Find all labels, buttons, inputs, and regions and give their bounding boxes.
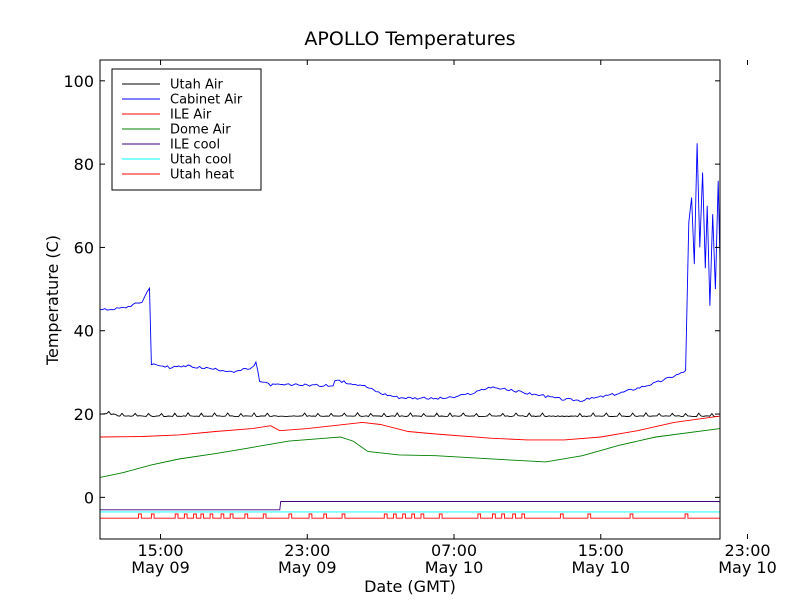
legend-label: Utah cool [170, 153, 232, 168]
legend-label: Dome Air [170, 123, 231, 138]
x-tick-label-date: May 10 [572, 558, 631, 577]
series-line-utah-heat [100, 514, 720, 518]
legend-label: Utah heat [170, 168, 234, 183]
chart-svg: APOLLO Temperatures 020406080100 15:00Ma… [0, 0, 800, 600]
series-line-dome-air [100, 429, 720, 478]
x-axis-title: Date (GMT) [364, 577, 456, 596]
y-tick-label: 0 [84, 488, 94, 507]
series-line-ile-air [100, 416, 720, 440]
x-tick-label-date: May 10 [425, 558, 484, 577]
x-tick-label-date: May 09 [278, 558, 337, 577]
y-tick-label: 40 [74, 322, 94, 341]
y-axis-title: Temperature (C) [43, 235, 62, 366]
legend-label: Utah Air [170, 78, 223, 93]
x-tick-label-date: May 09 [131, 558, 190, 577]
y-tick-label: 100 [63, 72, 94, 91]
legend-label: Cabinet Air [170, 93, 243, 108]
series-line-utah-air [100, 412, 719, 417]
y-tick-label: 80 [74, 155, 94, 174]
series-line-ile-cool [100, 502, 720, 510]
y-tick-label: 20 [74, 405, 94, 424]
x-tick-label-date: May 10 [718, 558, 777, 577]
series-layer [100, 143, 764, 518]
legend-label: ILE cool [170, 138, 220, 153]
chart-title: APOLLO Temperatures [304, 28, 515, 50]
legend-label: ILE Air [170, 108, 212, 123]
y-tick-label: 60 [74, 238, 94, 257]
